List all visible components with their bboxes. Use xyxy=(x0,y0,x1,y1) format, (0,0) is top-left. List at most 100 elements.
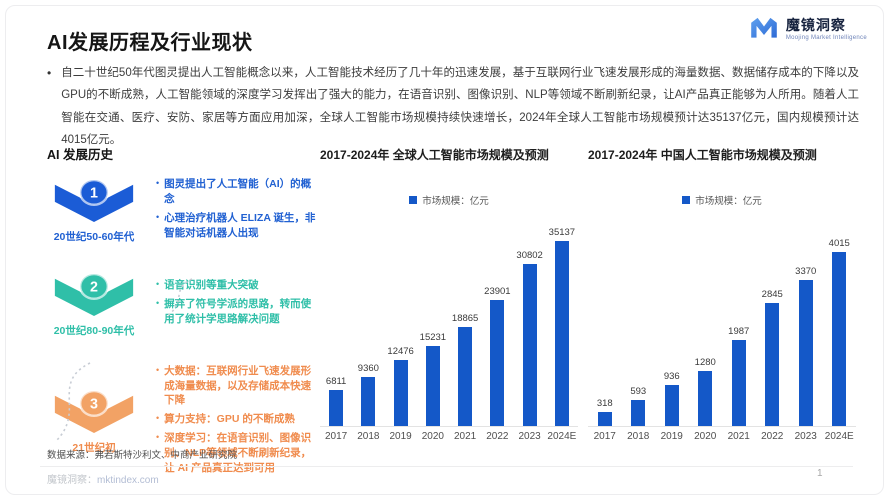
footer-url[interactable]: mktindex.com xyxy=(97,475,159,486)
bar-value-label: 4015 xyxy=(828,238,850,249)
bar-value-label: 936 xyxy=(663,371,680,382)
svg-text:1: 1 xyxy=(90,186,98,202)
bar-column: 1280 xyxy=(689,357,723,426)
bullet-marker: • xyxy=(156,364,160,375)
bullet-text: 心理治疗机器人 ELIZA 诞生，非智能对话机器人出现 xyxy=(164,211,316,239)
bar xyxy=(664,385,679,426)
stage-bullets: • 图灵提出了人工智能（AI）的概念 • 心理治疗机器人 ELIZA 诞生，非智能对话… xyxy=(156,177,318,245)
bar-column: 2845 xyxy=(756,289,790,426)
bullet-marker: • xyxy=(156,278,160,289)
bullet-text: 摒弃了符号学派的思路，转而使用了统计学思路解决问题 xyxy=(164,297,312,325)
page-number: 1 xyxy=(817,468,823,479)
chart-legend: 市场规模：亿元 xyxy=(320,193,578,207)
timeline-stage-3: 3 21世纪初 • 大数据：互联网行业飞速发展形成海量数据，以及存储成本快速下降 • 算力… xyxy=(40,364,318,480)
bar xyxy=(393,360,408,426)
bar xyxy=(554,241,569,426)
stage-icon-column: 1 20世纪50-60年代 xyxy=(40,177,148,244)
chart-title: 2017-2024年 中国人工智能市场规模及预测 xyxy=(588,148,817,162)
x-tick-label: 2022 xyxy=(761,431,784,442)
logo-m-icon xyxy=(748,14,780,45)
stage-era-label: 21世纪初 xyxy=(72,442,116,455)
stage-bullet-item: • 摒弃了符号学派的思路，转而使用了统计学思路解决问题 xyxy=(156,297,318,327)
bar-column: 23901 xyxy=(481,286,513,426)
bar-column: 1987 xyxy=(722,326,756,426)
footer: 魔镜洞察：mktindex.com xyxy=(47,471,159,486)
bar-column: 318 xyxy=(588,398,622,426)
x-tick-label: 2024E xyxy=(547,431,577,442)
bar-value-label: 12476 xyxy=(387,346,414,357)
bar xyxy=(425,346,440,426)
stage-bullet-item: • 深度学习：在语音识别、图像识别、NLP等领域不断刷新纪录，让 AI 产品真正达… xyxy=(156,431,318,476)
stage-bullet-item: • 大数据：互联网行业飞速发展形成海量数据，以及存储成本快速下降 xyxy=(156,364,318,409)
bar xyxy=(597,412,612,426)
ribbon-banner-icon: 3 xyxy=(52,388,136,439)
x-axis-ticks: 2017 2018 2019 2020 2021 2022 2023 2024E xyxy=(588,431,856,442)
bar-column: 9360 xyxy=(352,363,384,426)
bullet-text: 大数据：互联网行业飞速发展形成海量数据，以及存储成本快速下降 xyxy=(164,364,312,407)
timeline-heading: AI 发展历史 xyxy=(47,148,113,162)
logo-name: 魔镜洞察 xyxy=(785,17,846,33)
stage-bullet-item: • 语音识别等重大突破 xyxy=(156,278,318,293)
legend-swatch-icon xyxy=(682,196,691,204)
x-tick-label: 2017 xyxy=(593,431,616,442)
svg-text:2: 2 xyxy=(90,279,98,295)
x-tick-label: 2020 xyxy=(694,431,717,442)
intro-paragraph: • 自二十世纪50年代图灵提出人工智能概念以来，人工智能技术经历了几十年的迅速发… xyxy=(47,62,859,152)
global-market-chart: 2017-2024年 全球人工智能市场规模及预测 市场规模：亿元 6811 936… xyxy=(320,146,578,442)
stage-era-label: 20世纪50-60年代 xyxy=(53,231,135,244)
bar xyxy=(832,252,847,426)
bar-column: 35137 xyxy=(546,227,578,426)
bar xyxy=(765,303,780,426)
bar-value-label: 2845 xyxy=(761,289,783,300)
bar-value-label: 15231 xyxy=(419,332,447,343)
chart-legend: 市场规模：亿元 xyxy=(588,193,856,207)
bar-value-label: 318 xyxy=(596,398,613,409)
bar-column: 6811 xyxy=(320,376,352,426)
bar xyxy=(731,340,746,426)
logo-subtitle: Moojing Market Intelligence xyxy=(785,34,867,41)
legend-label: 市场规模：亿元 xyxy=(695,196,762,207)
x-tick-label: 2019 xyxy=(660,431,683,442)
stage-era-label: 20世纪80-90年代 xyxy=(53,324,135,337)
stage-icon-column: 2 20世纪80-90年代 xyxy=(40,271,148,338)
bar-column: 593 xyxy=(622,386,656,426)
bar xyxy=(490,300,505,426)
bullet-marker: • xyxy=(156,413,160,424)
x-tick-label: 2022 xyxy=(486,431,509,442)
intro-bullet-marker: • xyxy=(47,66,52,80)
x-tick-label: 2023 xyxy=(794,431,817,442)
timeline-stages: 1 20世纪50-60年代 • 图灵提出了人工智能（AI）的概念 • 心理治疗机器人 EL… xyxy=(40,177,318,480)
bar-value-label: 23901 xyxy=(484,286,511,297)
brand-logo: 魔镜洞察 Moojing Market Intelligence xyxy=(748,14,867,45)
bullet-marker: • xyxy=(156,432,160,443)
bar xyxy=(698,371,713,426)
chart-title: 2017-2024年 全球人工智能市场规模及预测 xyxy=(320,148,549,162)
ai-history-timeline: AI 发展历史 1 20世纪50-60年代 • 图灵提出了人工智能（AI）的概念 • 心理… xyxy=(40,144,318,480)
bar-value-label: 30802 xyxy=(516,250,543,261)
bullet-text: 语音识别等重大突破 xyxy=(164,278,259,291)
bar-column: 4015 xyxy=(823,238,857,426)
x-axis-ticks: 2017 2018 2019 2020 2021 2022 2023 2024E xyxy=(320,431,578,442)
stage-bullets: • 大数据：互联网行业飞速发展形成海量数据，以及存储成本快速下降 • 算力支持：GPU… xyxy=(156,364,318,480)
intro-text: 自二十世纪50年代图灵提出人工智能概念以来，人工智能技术经历了几十年的迅速发展，… xyxy=(61,67,859,147)
bar-column: 12476 xyxy=(385,346,417,426)
x-tick-label: 2024E xyxy=(824,431,854,442)
ribbon-banner-icon: 2 xyxy=(52,271,136,322)
bar-value-label: 1987 xyxy=(728,326,750,337)
timeline-stage-2: 2 20世纪80-90年代 • 语音识别等重大突破 • 摒弃了符号学派的思路，转而使用了统… xyxy=(40,271,318,338)
bullet-text: 深度学习：在语音识别、图像识别、NLP等领域不断刷新纪录，让 AI 产品真正达到… xyxy=(164,432,312,475)
x-tick-label: 2023 xyxy=(518,431,541,442)
bar-column: 18865 xyxy=(449,313,481,426)
bar xyxy=(798,280,813,426)
bullet-text: 算力支持：GPU 的不断成熟 xyxy=(164,413,295,426)
x-tick-label: 2021 xyxy=(727,431,750,442)
bar-value-label: 593 xyxy=(630,386,647,397)
bar-value-label: 1280 xyxy=(694,357,716,368)
bar-value-label: 9360 xyxy=(357,363,379,374)
bar-value-label: 3370 xyxy=(795,266,817,277)
bar-column: 15231 xyxy=(417,332,449,426)
bullet-marker: • xyxy=(156,211,160,222)
bullet-text: 图灵提出了人工智能（AI）的概念 xyxy=(164,178,312,205)
x-tick-label: 2019 xyxy=(389,431,412,442)
